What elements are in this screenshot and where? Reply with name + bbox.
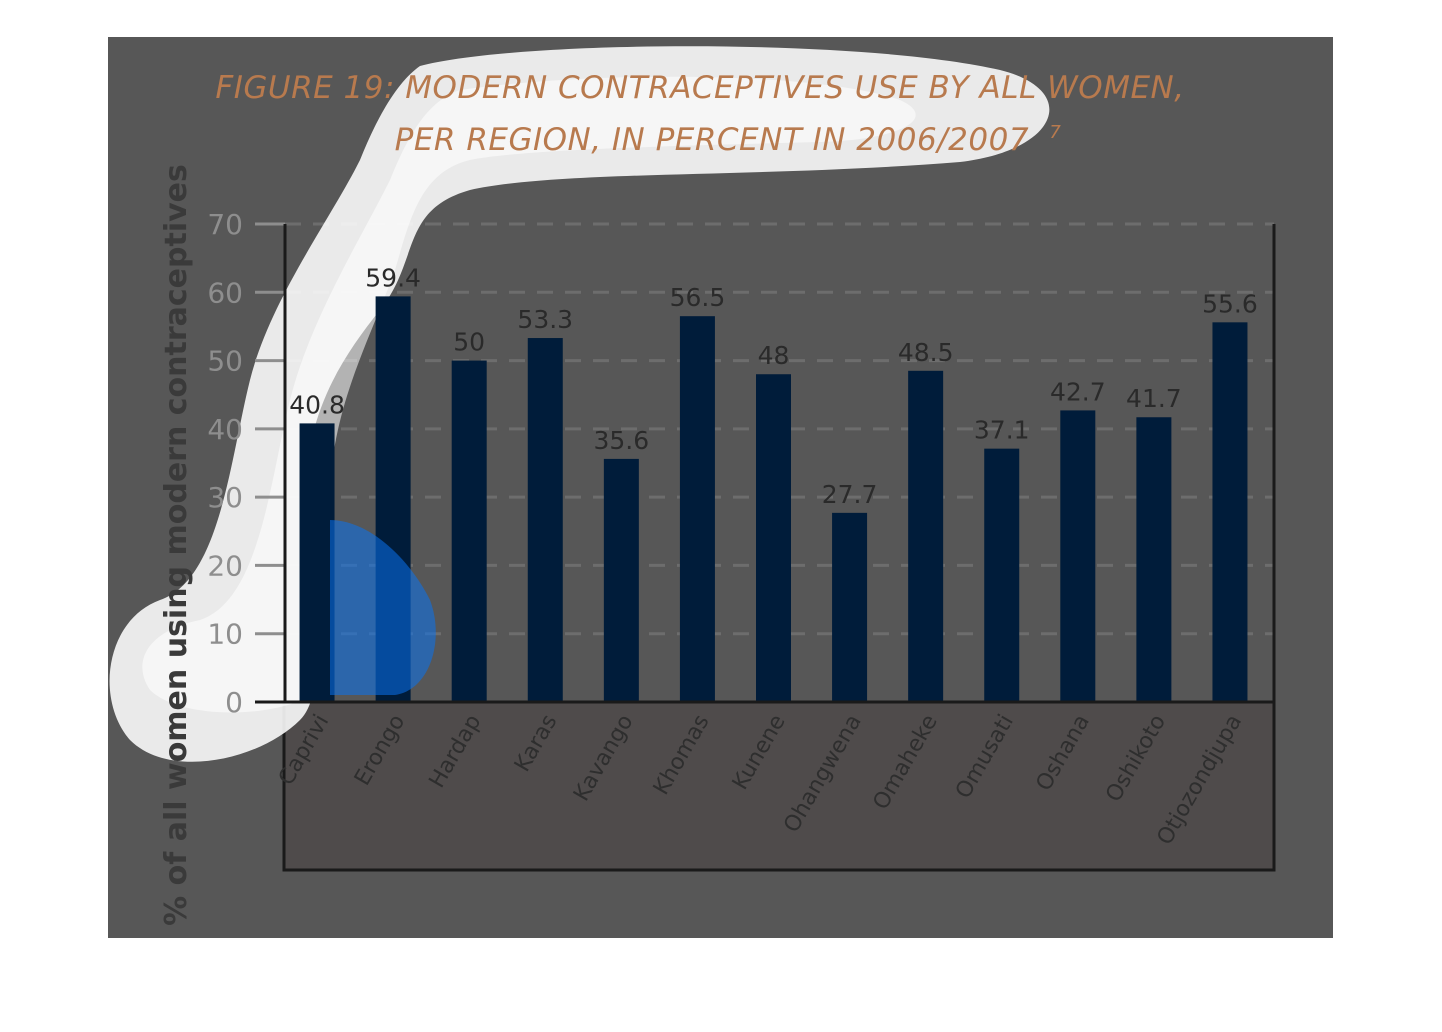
y-tick-label: 20 <box>207 549 243 582</box>
highlight-overlay <box>330 520 436 695</box>
title-footnote: 7 <box>1049 122 1061 143</box>
y-tick-label: 0 <box>225 686 243 719</box>
y-tick-label: 50 <box>207 345 243 378</box>
value-label: 50 <box>453 328 485 357</box>
bars <box>299 296 1248 702</box>
category-band <box>282 700 1276 872</box>
value-label: 56.5 <box>670 283 726 312</box>
value-label: 53.3 <box>517 305 573 334</box>
y-tick-label: 70 <box>207 208 243 241</box>
value-label: 37.1 <box>974 416 1030 445</box>
y-axis-label: % of all women using modern contraceptiv… <box>159 164 194 926</box>
value-label: 35.6 <box>594 426 650 455</box>
value-label: 42.7 <box>1050 377 1106 406</box>
bar-oshana <box>1060 410 1096 702</box>
y-tick-label: 60 <box>207 276 243 309</box>
bar-omusati <box>984 448 1020 702</box>
value-label: 27.7 <box>822 480 878 509</box>
value-labels: 40.8 59.4 50 53.3 35.6 56.5 48 27.7 48.5 37.1 42.7… <box>289 263 1258 508</box>
overlay-blob <box>109 46 1050 762</box>
bar-khomas <box>679 316 715 702</box>
overlay-blob-inner <box>142 76 916 713</box>
bar-ohangwena <box>832 512 868 702</box>
bar-kunene <box>756 374 791 702</box>
value-label: 41.7 <box>1126 384 1182 413</box>
bar-oshikoto <box>1136 417 1172 702</box>
bar-caprivi <box>299 423 335 702</box>
value-label: 48.5 <box>898 338 954 367</box>
value-label: 55.6 <box>1202 289 1258 318</box>
bar-otjozondjupa <box>1212 322 1248 702</box>
bar-omaheke <box>908 370 944 702</box>
y-tick-label: 30 <box>207 481 243 514</box>
bar-kavango <box>603 458 639 702</box>
gridlines <box>285 222 1274 636</box>
y-tick-label: 40 <box>207 413 243 446</box>
y-tick-label: 10 <box>207 618 243 651</box>
value-label: 48 <box>758 341 790 370</box>
y-axis-ticks: 0 10 20 30 40 50 60 70 <box>207 208 285 719</box>
chart-title: FIGURE 19: MODERN CONTRACEPTIVES USE BY … <box>215 70 1184 106</box>
value-label: 59.4 <box>365 263 421 292</box>
chart-subtitle: PER REGION, IN PERCENT IN 2006/2007 7 <box>395 122 1062 158</box>
chart-subtitle-text: PER REGION, IN PERCENT IN 2006/2007 <box>395 122 1029 158</box>
value-label: 40.8 <box>289 390 345 419</box>
bar-karas <box>527 338 563 702</box>
bar-hardap <box>451 360 487 702</box>
